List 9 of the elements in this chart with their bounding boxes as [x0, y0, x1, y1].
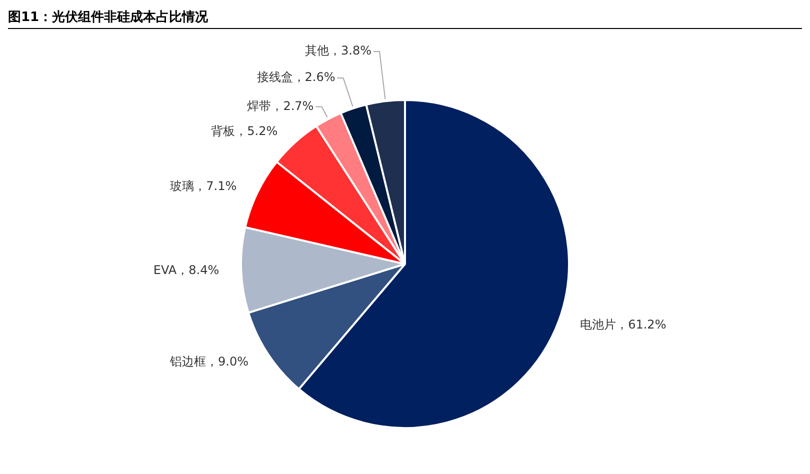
slice-label: 铝边框，9.0%	[169, 354, 249, 368]
slice-label: 焊带，2.7%	[247, 98, 314, 113]
slice-label: 玻璃，7.1%	[170, 178, 237, 193]
slice-label: 电池片，61.2%	[580, 317, 666, 332]
slice-label: 其他，3.8%	[305, 44, 372, 58]
slice-label: 背板，5.2%	[211, 124, 278, 138]
chart-title: 图11：光伏组件非硅成本占比情况	[8, 8, 802, 29]
slice-label: EVA，8.4%	[153, 262, 220, 277]
slice-label: 接线盒，2.6%	[256, 70, 336, 84]
